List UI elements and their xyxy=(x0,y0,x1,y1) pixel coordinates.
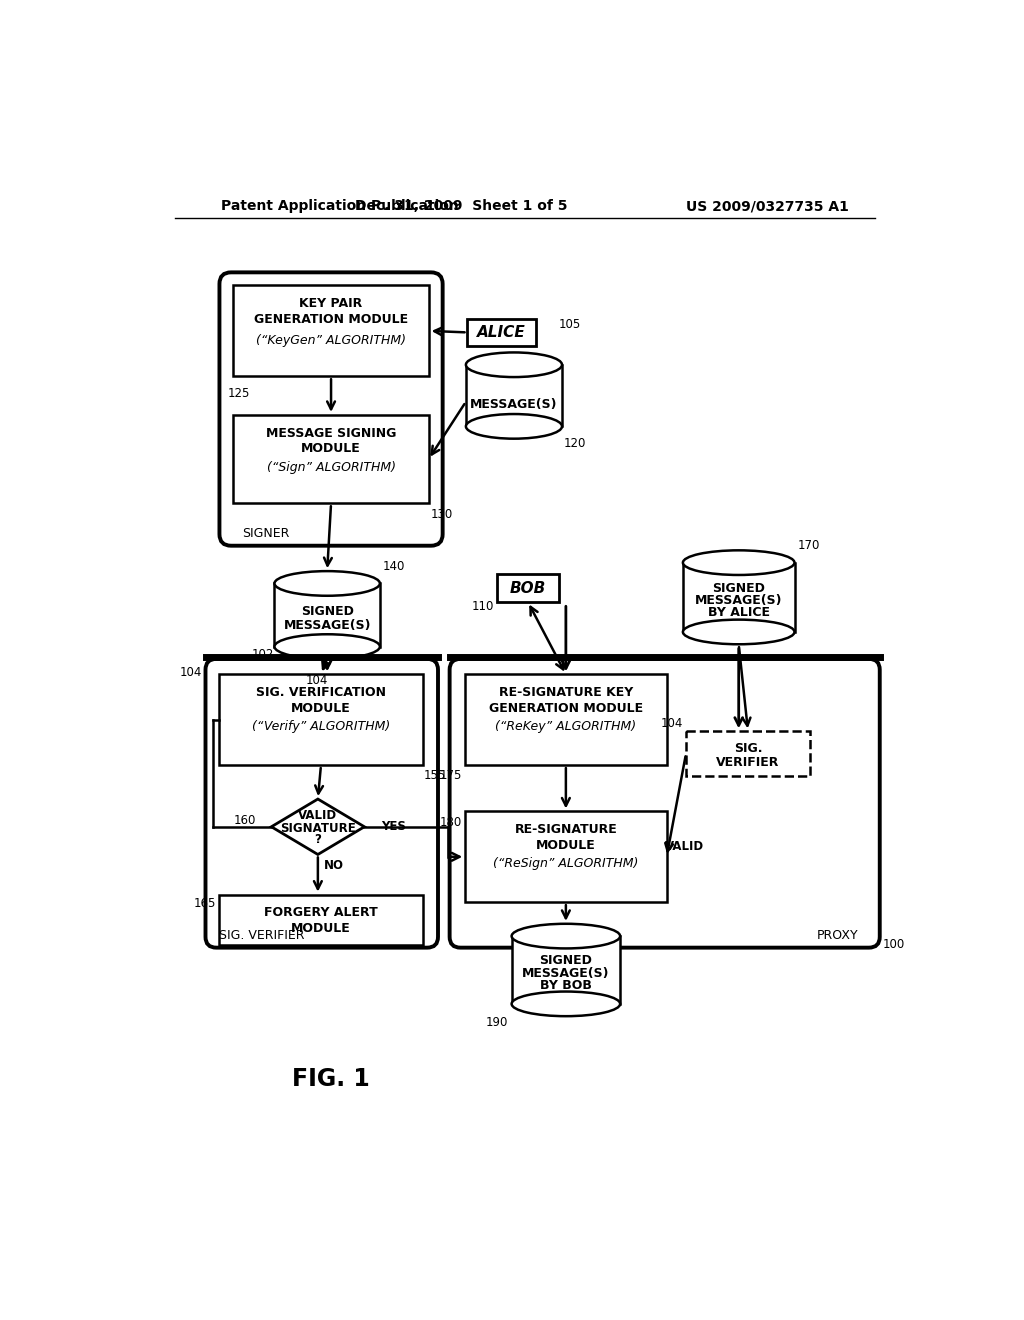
Text: (“ReSign” ALGORITHM): (“ReSign” ALGORITHM) xyxy=(494,857,639,870)
Text: 120: 120 xyxy=(563,437,586,450)
Text: 180: 180 xyxy=(439,816,462,829)
Text: MESSAGE(S): MESSAGE(S) xyxy=(695,594,782,607)
Text: SIGNATURE: SIGNATURE xyxy=(280,822,355,834)
Text: 104: 104 xyxy=(180,667,203,680)
Text: GENERATION MODULE: GENERATION MODULE xyxy=(488,702,643,714)
Text: 155: 155 xyxy=(424,770,446,783)
Text: KEY PAIR: KEY PAIR xyxy=(299,297,362,310)
Bar xyxy=(466,364,562,426)
Bar xyxy=(233,285,429,376)
Text: 104: 104 xyxy=(660,717,683,730)
Bar xyxy=(497,574,559,602)
Polygon shape xyxy=(271,799,365,854)
Ellipse shape xyxy=(274,635,380,659)
Text: FIG. 1: FIG. 1 xyxy=(292,1067,370,1090)
Text: 105: 105 xyxy=(559,318,582,331)
Text: 110: 110 xyxy=(471,601,494,612)
Bar xyxy=(512,936,621,1003)
Text: MODULE: MODULE xyxy=(301,442,360,455)
Ellipse shape xyxy=(512,924,621,949)
Text: VALID: VALID xyxy=(298,809,338,822)
Text: BOB: BOB xyxy=(510,581,546,595)
FancyBboxPatch shape xyxy=(206,659,438,948)
Text: RE-SIGNATURE KEY: RE-SIGNATURE KEY xyxy=(499,686,633,700)
Ellipse shape xyxy=(683,550,795,576)
Text: SIGNER: SIGNER xyxy=(243,527,290,540)
Text: MODULE: MODULE xyxy=(291,702,351,714)
Ellipse shape xyxy=(512,991,621,1016)
Ellipse shape xyxy=(466,352,562,378)
Bar xyxy=(686,731,810,776)
Text: 175: 175 xyxy=(439,770,462,783)
Text: 165: 165 xyxy=(194,898,216,911)
Text: SIG. VERIFIER: SIG. VERIFIER xyxy=(218,929,304,942)
Text: YES: YES xyxy=(381,820,407,833)
Text: 190: 190 xyxy=(486,1016,509,1028)
Text: ?: ? xyxy=(314,833,322,846)
Text: MESSAGE(S): MESSAGE(S) xyxy=(470,399,558,412)
Text: BY BOB: BY BOB xyxy=(540,979,592,991)
Text: BY ALICE: BY ALICE xyxy=(708,606,770,619)
Text: 104: 104 xyxy=(305,675,328,686)
Text: GENERATION MODULE: GENERATION MODULE xyxy=(254,313,409,326)
Text: 125: 125 xyxy=(227,387,250,400)
Text: 170: 170 xyxy=(798,539,820,552)
Text: RE-SIGNATURE: RE-SIGNATURE xyxy=(514,824,617,837)
Text: 100: 100 xyxy=(883,939,905,952)
Text: MESSAGE(S): MESSAGE(S) xyxy=(522,966,609,979)
Text: 130: 130 xyxy=(430,508,453,521)
Bar xyxy=(274,583,380,647)
Text: MESSAGE(S): MESSAGE(S) xyxy=(284,619,371,632)
Text: (“Sign” ALGORITHM): (“Sign” ALGORITHM) xyxy=(266,461,395,474)
Text: MESSAGE SIGNING: MESSAGE SIGNING xyxy=(266,426,396,440)
Text: VALID: VALID xyxy=(665,840,703,853)
Ellipse shape xyxy=(274,572,380,595)
Text: SIG. VERIFICATION: SIG. VERIFICATION xyxy=(256,686,386,700)
FancyBboxPatch shape xyxy=(219,272,442,545)
Ellipse shape xyxy=(466,414,562,438)
Bar xyxy=(683,562,795,632)
Text: VERIFIER: VERIFIER xyxy=(717,755,779,768)
Bar xyxy=(219,895,423,945)
Text: 140: 140 xyxy=(383,560,406,573)
Bar xyxy=(233,414,429,503)
Text: 160: 160 xyxy=(233,814,256,828)
FancyBboxPatch shape xyxy=(450,659,880,948)
Bar xyxy=(219,675,423,766)
Bar xyxy=(465,675,667,766)
Text: MODULE: MODULE xyxy=(291,921,351,935)
Ellipse shape xyxy=(683,619,795,644)
Text: Dec. 31, 2009  Sheet 1 of 5: Dec. 31, 2009 Sheet 1 of 5 xyxy=(355,199,567,213)
Text: Patent Application Publication: Patent Application Publication xyxy=(221,199,459,213)
Text: 102: 102 xyxy=(251,648,273,661)
Text: (“ReKey” ALGORITHM): (“ReKey” ALGORITHM) xyxy=(496,721,637,733)
Text: SIGNED: SIGNED xyxy=(713,582,765,594)
Text: NO: NO xyxy=(324,859,344,871)
Text: ALICE: ALICE xyxy=(477,325,526,341)
Text: SIGNED: SIGNED xyxy=(301,606,353,619)
Text: SIG.: SIG. xyxy=(734,742,762,755)
Text: US 2009/0327735 A1: US 2009/0327735 A1 xyxy=(686,199,849,213)
Text: (“KeyGen” ALGORITHM): (“KeyGen” ALGORITHM) xyxy=(256,334,407,347)
Text: MODULE: MODULE xyxy=(536,838,596,851)
Bar xyxy=(465,812,667,903)
Bar xyxy=(467,318,536,346)
Text: FORGERY ALERT: FORGERY ALERT xyxy=(264,907,378,920)
Text: (“Verify” ALGORITHM): (“Verify” ALGORITHM) xyxy=(252,721,390,733)
Text: SIGNED: SIGNED xyxy=(540,954,592,968)
Text: PROXY: PROXY xyxy=(816,929,858,942)
